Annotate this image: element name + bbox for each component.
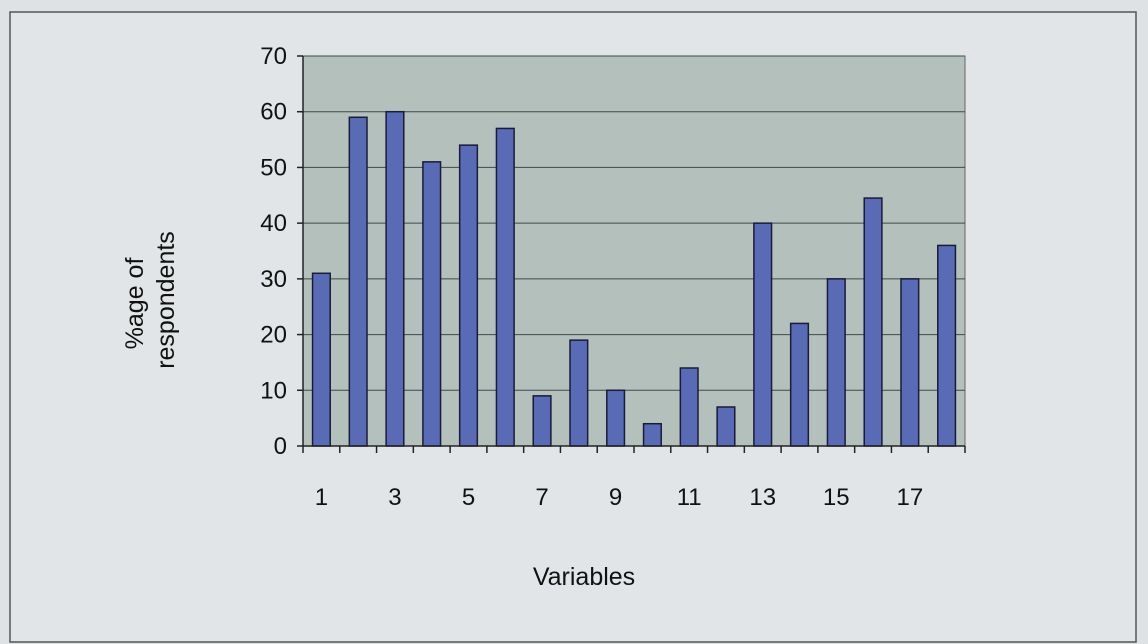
bar-variable-11 (679, 367, 699, 447)
axes (297, 55, 966, 453)
bar-variable-4 (422, 161, 442, 447)
x-tick-label: 1 (315, 484, 328, 511)
y-tick-label: 70 (260, 43, 287, 70)
bar-variable-5 (458, 144, 479, 447)
bar-variable-17 (900, 278, 920, 447)
y-tick-labels: 0 10 20 30 40 50 60 70 (260, 43, 287, 460)
x-tick-labels: 1 3 5 7 9 11 13 15 17 (315, 484, 923, 511)
y-tick-label: 40 (260, 210, 287, 237)
y-tick-label: 10 (260, 377, 287, 404)
bar-variable-9 (606, 389, 626, 447)
bar-variable-14 (789, 322, 810, 447)
bar-variable-8 (569, 339, 589, 447)
y-tick-label: 0 (274, 433, 287, 460)
x-tick-label: 15 (823, 484, 850, 511)
x-axis-title: Variables (533, 563, 635, 591)
bar-variable-18 (937, 244, 957, 447)
x-tick-label: 11 (677, 484, 702, 511)
bar-variable-13 (753, 222, 773, 447)
bar-variable-16 (863, 197, 883, 447)
x-tick-label: 7 (535, 484, 548, 511)
y-tick-label: 60 (260, 99, 287, 126)
x-tick-label: 9 (609, 484, 622, 511)
y-tick-label: 30 (260, 266, 287, 293)
x-tick-label: 13 (749, 484, 776, 511)
bar-variable-12 (716, 406, 736, 447)
plot-area (302, 55, 966, 447)
x-tick-label: 5 (462, 484, 475, 511)
bar-variable-3 (385, 110, 405, 447)
y-axis-title-line-2: respondents (152, 231, 180, 369)
y-tick-label: 20 (260, 322, 287, 349)
x-tick-label: 3 (388, 484, 401, 511)
bar-variable-7 (532, 395, 552, 447)
gridlines (303, 55, 965, 391)
bars (311, 110, 957, 447)
bar-variable-2 (348, 116, 368, 447)
y-axis-title-line-1: %age of (121, 258, 149, 350)
bar-variable-6 (495, 127, 515, 447)
bar-variable-10 (642, 422, 662, 447)
bar-variable-1 (311, 272, 331, 447)
y-axis-title: %age of respondents (121, 231, 180, 369)
x-tick-label: 17 (896, 484, 923, 511)
bar-variable-15 (826, 278, 846, 447)
y-tick-label: 50 (260, 154, 287, 181)
